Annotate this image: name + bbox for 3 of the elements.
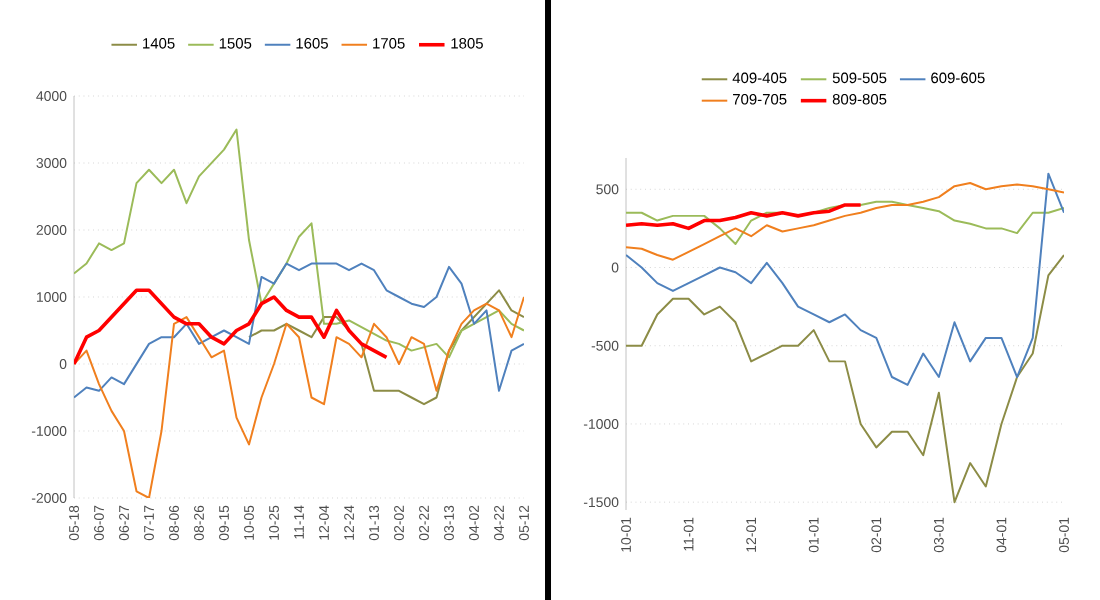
line-series	[626, 253, 1065, 504]
line-series	[626, 203, 863, 231]
line-series	[626, 172, 1065, 386]
